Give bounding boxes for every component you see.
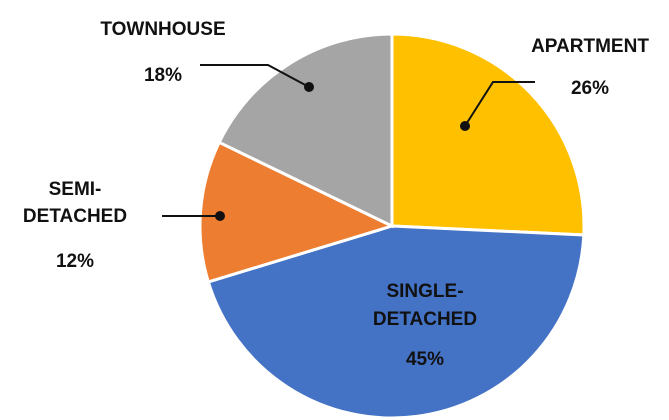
leader-line	[464, 81, 535, 127]
leader-dot	[304, 82, 314, 92]
value-label: 18%	[144, 65, 182, 86]
leader-dot	[215, 211, 225, 221]
category-label: DETACHED	[373, 309, 477, 330]
slice	[217, 32, 394, 229]
value-label: 45%	[406, 349, 444, 370]
category-label: DETACHED	[23, 206, 127, 227]
category-label: SEMI-	[49, 179, 102, 200]
leaders	[162, 64, 535, 217]
slice	[206, 224, 586, 420]
value-label: 26%	[571, 78, 609, 99]
category-label: SINGLE-	[386, 281, 463, 302]
leader-line	[200, 64, 310, 88]
value-label: 12%	[56, 251, 94, 272]
slice	[390, 32, 586, 237]
category-label: TOWNHOUSE	[100, 19, 225, 40]
pie	[198, 32, 586, 420]
slice	[198, 140, 397, 284]
leader-dot	[460, 121, 470, 131]
category-label: APARTMENT	[531, 36, 649, 57]
